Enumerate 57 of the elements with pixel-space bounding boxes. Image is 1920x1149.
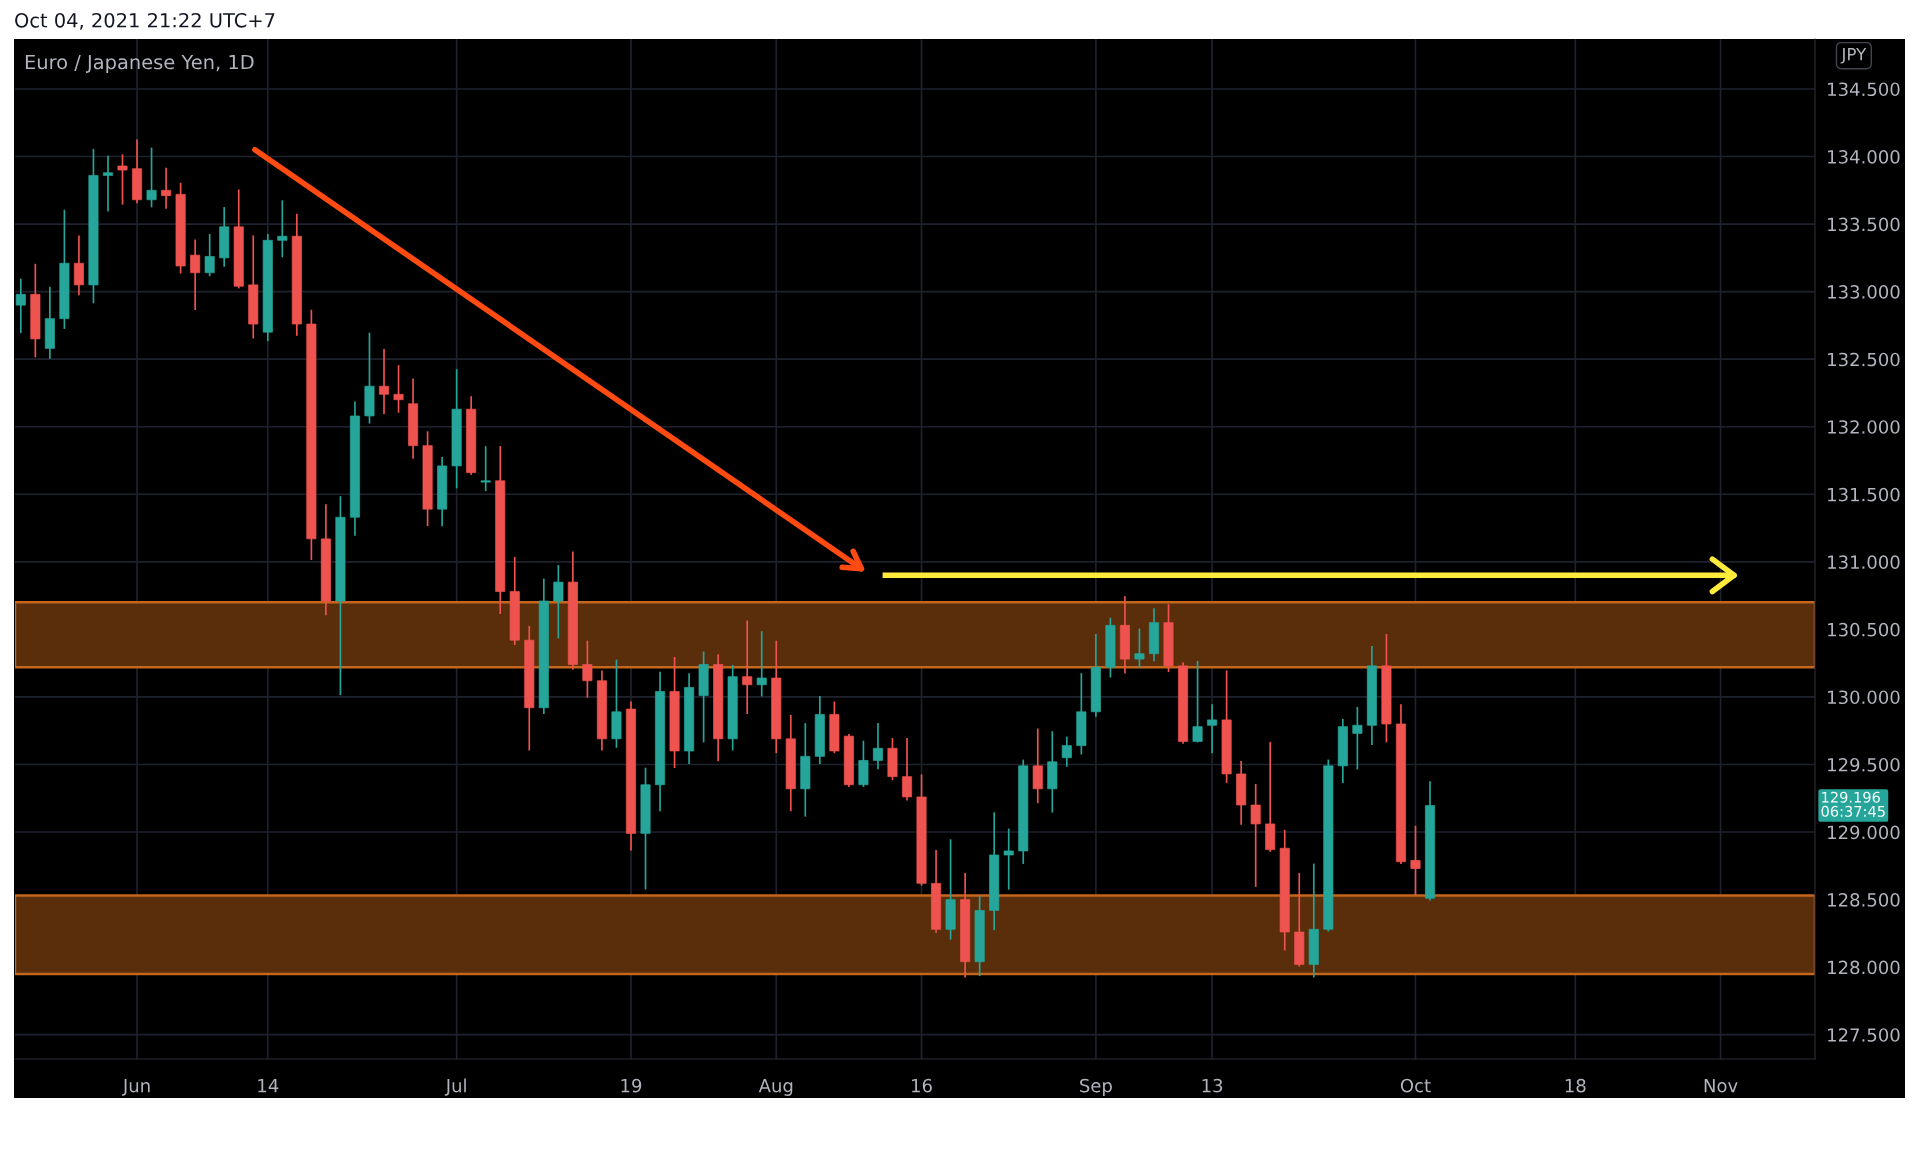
candlestick bbox=[393, 365, 404, 413]
candlestick bbox=[277, 200, 288, 258]
y-tick-label: 133.000 bbox=[1828, 285, 1900, 299]
y-tick-label: 131.500 bbox=[1828, 487, 1900, 502]
candlestick bbox=[902, 737, 913, 801]
y-tick-label: 132.000 bbox=[1828, 420, 1900, 434]
candlestick bbox=[146, 147, 157, 208]
candlestick bbox=[1207, 704, 1218, 754]
candlestick bbox=[1134, 628, 1145, 669]
x-tick-label: 14 bbox=[258, 1079, 279, 1093]
candlestick bbox=[1192, 660, 1203, 743]
candlestick bbox=[379, 348, 390, 415]
x-tick-label: Nov bbox=[1704, 1079, 1738, 1093]
y-tick-label: 133.500 bbox=[1828, 217, 1900, 232]
candlestick bbox=[1032, 728, 1043, 804]
text: 129.196 06:37:45 bbox=[1821, 791, 1885, 817]
y-tick-label: 132.500 bbox=[1828, 352, 1900, 367]
candlestick bbox=[102, 155, 113, 212]
x-tick-label: 13 bbox=[1202, 1078, 1223, 1093]
candlestick bbox=[117, 154, 128, 205]
candlestick bbox=[480, 446, 491, 492]
chart-subtitle: Oct 04, 2021 21:22 UTC+7 bbox=[15, 12, 275, 30]
y-tick-label: 129.000 bbox=[1828, 825, 1900, 840]
candlestick bbox=[872, 723, 883, 770]
x-tick-label: 18 bbox=[1565, 1078, 1586, 1093]
y-tick-label: 129.500 bbox=[1828, 757, 1900, 772]
y-tick-label: 134.500 bbox=[1828, 82, 1900, 97]
y-tick-label: 134.000 bbox=[1828, 150, 1900, 164]
candlestick bbox=[204, 234, 215, 277]
text: JPY bbox=[1840, 48, 1867, 64]
candlestick bbox=[742, 620, 753, 714]
candlestick bbox=[1250, 783, 1261, 887]
candlestick bbox=[1410, 825, 1421, 896]
y-tick-label: 128.500 bbox=[1828, 893, 1900, 907]
x-tick-label: Sep bbox=[1080, 1078, 1112, 1096]
x-tick-label: 16 bbox=[912, 1078, 932, 1093]
text: Euro / Japanese Yen, 1D bbox=[25, 54, 254, 74]
y-tick-label: 128.000 bbox=[1828, 960, 1900, 975]
x-tick-label: Jul bbox=[444, 1078, 466, 1096]
y-tick-label: 131.000 bbox=[1828, 555, 1900, 569]
candlestick bbox=[756, 631, 767, 697]
candlestick bbox=[190, 239, 201, 311]
candlestick bbox=[1061, 736, 1072, 767]
x-tick-label: Jun bbox=[121, 1079, 150, 1096]
x-tick-label: Aug bbox=[758, 1079, 793, 1096]
candlestick bbox=[161, 167, 172, 209]
candlestick bbox=[553, 565, 564, 639]
y-tick-label: 130.500 bbox=[1828, 622, 1900, 637]
y-tick-label: 127.500 bbox=[1828, 1028, 1900, 1042]
x-tick-label: Oct bbox=[1400, 1078, 1431, 1093]
candlestick bbox=[73, 235, 84, 296]
x-tick-label: 19 bbox=[621, 1078, 642, 1093]
candlestick bbox=[1003, 828, 1014, 890]
y-tick-label: 130.000 bbox=[1828, 690, 1900, 705]
candlestick bbox=[15, 278, 26, 334]
candlestick bbox=[1352, 706, 1363, 770]
candlestick bbox=[582, 640, 593, 698]
